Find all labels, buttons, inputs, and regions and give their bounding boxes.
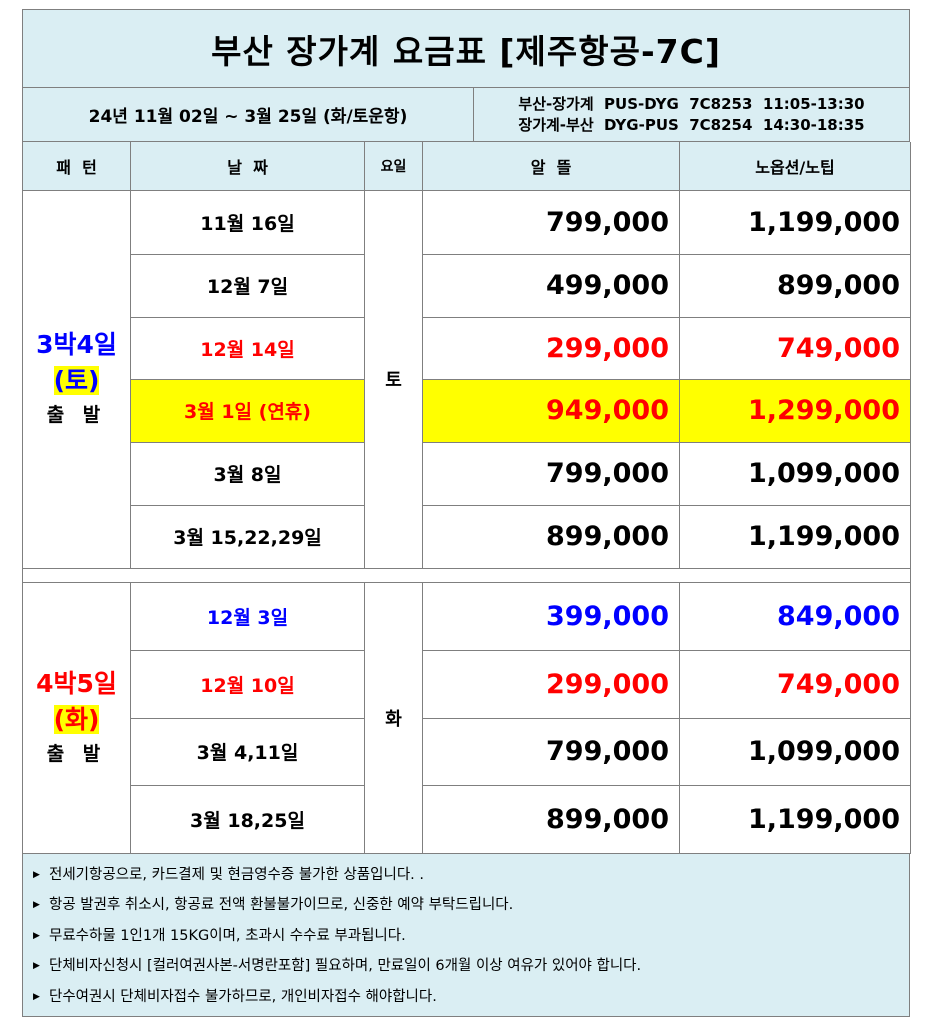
note-item: ▶ 항공 발권후 취소시, 항공료 전액 환불불가이므로, 신중한 예약 부탁드립… [33, 890, 909, 921]
col-header-weekday: 요일 [364, 142, 423, 191]
table-row: 3월 15,22,29일 899,000 1,199,000 [23, 504, 911, 569]
alttul-price: 799,000 [422, 189, 680, 255]
col-header-alttul: 알 뜰 [422, 142, 680, 191]
date-cell: 12월 10일 [130, 649, 365, 719]
date-cell: 12월 14일 [130, 316, 365, 380]
noop-price: 899,000 [679, 253, 911, 318]
date-cell: 12월 3일 [130, 581, 365, 651]
table-header: 패 턴 날 짜 요일 알 뜰 노옵션/노팁 [22, 142, 911, 191]
noop-price: 1,099,000 [679, 441, 911, 506]
pattern-day-label: (토) [53, 366, 100, 395]
bullet-icon: ▶ [33, 900, 40, 910]
col-header-date: 날 짜 [130, 142, 365, 191]
pattern-nights: 4박5일 [36, 668, 117, 698]
group-separator [22, 567, 911, 583]
pattern-cell: 4박5일 (화) 출 발 [22, 581, 131, 854]
noop-price: 1,199,000 [679, 784, 911, 854]
price-sheet: 부산 장가계 요금표 [제주항공-7C] 24년 11월 02일 ~ 3월 25… [22, 9, 911, 1017]
alttul-price: 799,000 [422, 441, 680, 506]
noop-price: 1,199,000 [679, 504, 911, 569]
alttul-price: 499,000 [422, 253, 680, 318]
noop-price: 749,000 [679, 649, 911, 719]
page-title: 부산 장가계 요금표 [제주항공-7C] [22, 9, 910, 88]
table-row: 3월 1일 (연휴) 949,000 1,299,000 [23, 378, 911, 443]
noop-price: 1,099,000 [679, 717, 911, 786]
noop-price: 849,000 [679, 581, 911, 651]
note-item: ▶ 단수여권시 단체비자접수 불가하므로, 개인비자접수 해야합니다. [33, 982, 909, 1013]
noop-price: 1,299,000 [679, 378, 911, 443]
date-cell: 3월 15,22,29일 [130, 504, 365, 569]
alttul-price: 399,000 [422, 581, 680, 651]
alttul-price: 799,000 [422, 717, 680, 786]
table-row: 12월 7일 499,000 899,000 [23, 253, 911, 318]
pattern-nights: 3박4일 [36, 330, 117, 359]
weekday-cell: 화 [364, 581, 423, 854]
noop-price: 1,199,000 [679, 189, 911, 255]
separator-cell [22, 567, 911, 583]
notes-section: ▶ 전세기항공으로, 카드결제 및 현금영수증 불가한 상품입니다. . ▶ 항공 … [22, 853, 910, 1017]
date-cell: 3월 1일 (연휴) [130, 378, 365, 443]
bullet-icon: ▶ [33, 961, 40, 971]
note-item: ▶ 전세기항공으로, 카드결제 및 현금영수증 불가한 상품입니다. . [33, 860, 909, 891]
date-cell: 3월 8일 [130, 441, 365, 506]
date-cell: 11월 16일 [130, 189, 365, 255]
alttul-price: 899,000 [422, 504, 680, 569]
flight-schedule: 부산-장가계 PUS-DYG 7C8253 11:05-13:30 장가계-부산… [474, 88, 909, 141]
pattern-day-label: (화) [53, 704, 100, 734]
table-row: 12월 14일 299,000 749,000 [23, 316, 911, 380]
pattern-day: (화) [23, 701, 130, 739]
table-body: 3박4일 (토) 출 발 11월 16일 토 799,000 1,199,000 12월 7일… [22, 189, 911, 854]
travel-period: 24년 11월 02일 ~ 3월 25일 (화/토운항) [23, 88, 474, 141]
pattern-departure: 출 발 [46, 404, 107, 426]
bullet-icon: ▶ [33, 930, 40, 941]
note-item: ▶ 무료수하물 1인1개 15KG이며, 초과시 수수료 부과됩니다. [33, 921, 909, 952]
info-row: 24년 11월 02일 ~ 3월 25일 (화/토운항) 부산-장가계 PUS-… [22, 88, 910, 142]
price-table: 패 턴 날 짜 요일 알 뜰 노옵션/노팁 3박4일 (토) 출 발 11월 16일 토… [22, 142, 911, 854]
date-cell: 3월 18,25일 [130, 784, 365, 854]
bullet-icon: ▶ [33, 869, 40, 880]
alttul-price: 949,000 [422, 378, 680, 443]
table-row: 4박5일 (화) 출 발 12월 3일 화 399,000 849,000 [22, 581, 911, 854]
table-row: 3박4일 (토) 출 발 11월 16일 토 799,000 1,199,000 [22, 189, 911, 569]
pattern-day: (토) [23, 362, 130, 400]
date-cell: 3월 4,11일 [130, 717, 365, 786]
col-header-noop: 노옵션/노팁 [679, 142, 911, 191]
alttul-price: 299,000 [422, 649, 680, 719]
alttul-price: 299,000 [422, 316, 680, 380]
pattern-departure: 출 발 [46, 742, 107, 765]
bullet-icon: ▶ [33, 991, 40, 1002]
col-header-pattern: 패 턴 [22, 142, 131, 191]
note-item: ▶ 단체비자신청시 [컬러여권사본-서명란포함] 필요하며, 만료일이 6개월 이… [33, 951, 909, 982]
table-row: 3월 8일 799,000 1,099,000 [23, 441, 911, 506]
alttul-price: 899,000 [422, 784, 680, 854]
date-cell: 12월 7일 [130, 253, 365, 318]
noop-price: 749,000 [679, 316, 911, 380]
pattern-cell: 3박4일 (토) 출 발 [22, 189, 131, 569]
weekday-cell: 토 [364, 189, 423, 569]
table-row: 3월 4,11일 799,000 1,099,000 [23, 717, 911, 786]
flight-outbound: 부산-장가계 PUS-DYG 7C8253 11:05-13:30 [518, 94, 865, 113]
table-row: 12월 10일 299,000 749,000 [23, 649, 911, 719]
table-row: 3월 18,25일 899,000 1,199,000 [23, 784, 911, 854]
flight-return: 장가계-부산 DYG-PUS 7C8254 14:30-18:35 [518, 115, 865, 134]
